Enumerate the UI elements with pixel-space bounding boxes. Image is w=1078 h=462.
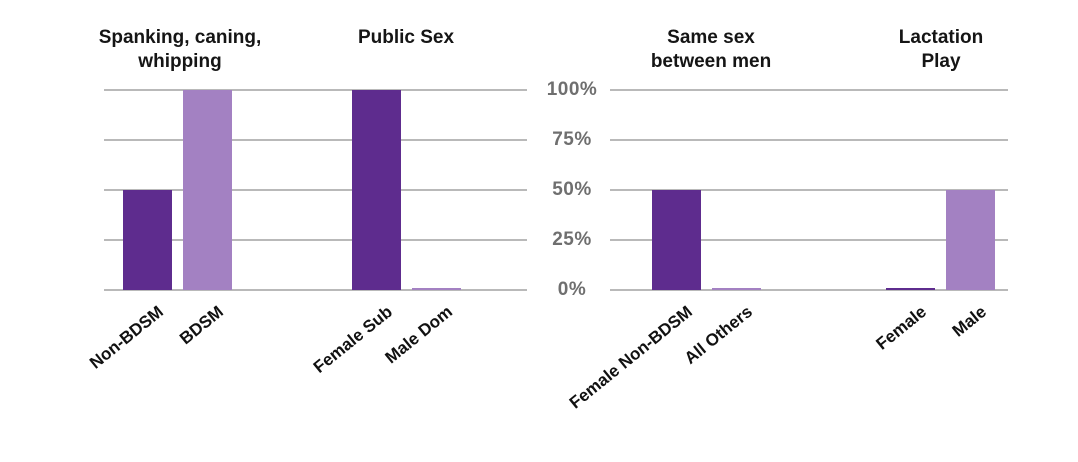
panel-title: Public Sex: [357, 27, 455, 48]
bar-chart: 100% 75% 50% 25% 0% Spanking, caning, whippin…: [85, 27, 1008, 413]
gridline: [104, 139, 527, 141]
y-axis-tick-label: 0%: [557, 279, 587, 300]
bar: [652, 190, 701, 290]
gridline: [104, 89, 527, 91]
gridline: [610, 239, 1008, 241]
y-axis-tick-label: 100%: [546, 79, 598, 100]
panel-title: Spanking, caning, whipping: [98, 27, 262, 72]
panel-title: Lactation Play: [898, 27, 984, 72]
gridline: [610, 89, 1008, 91]
bar: [123, 190, 172, 290]
y-axis-tick-label: 75%: [552, 129, 592, 150]
gridline: [610, 139, 1008, 141]
gridline: [104, 239, 527, 241]
y-axis-tick-label: 25%: [552, 229, 592, 250]
bar: [412, 288, 461, 290]
panel-title: Same sex between men: [650, 27, 772, 72]
gridline: [610, 289, 1008, 291]
bar: [946, 190, 995, 290]
y-axis-tick-label: 50%: [552, 179, 592, 200]
bar: [886, 288, 935, 290]
gridline: [104, 189, 527, 191]
bar: [352, 90, 401, 290]
bar: [183, 90, 232, 290]
gridline: [610, 189, 1008, 191]
gridline: [104, 289, 527, 291]
bar: [712, 288, 761, 290]
